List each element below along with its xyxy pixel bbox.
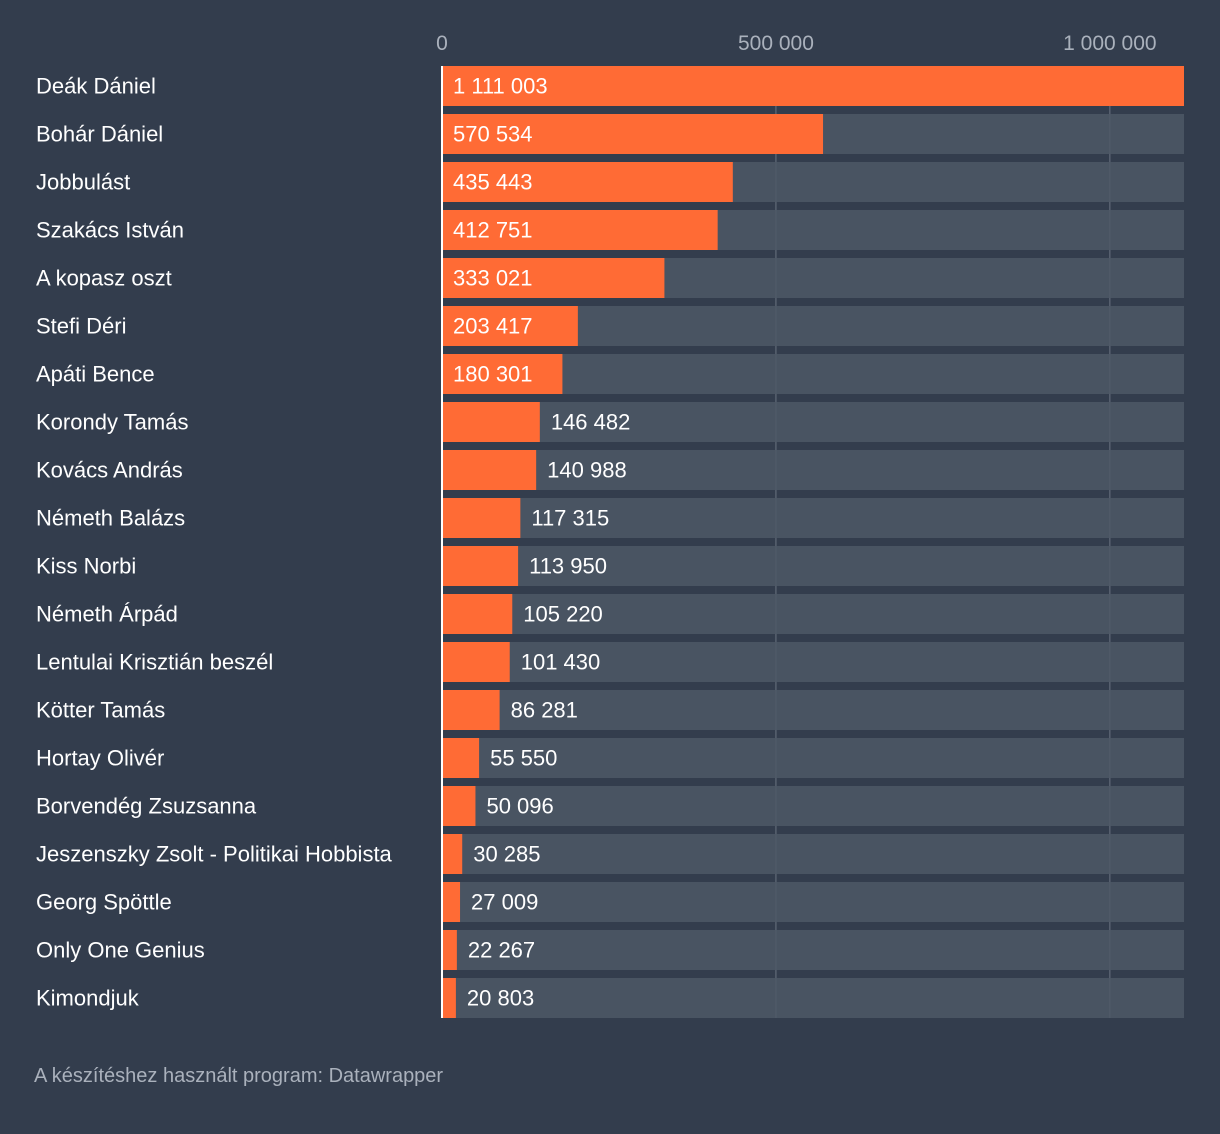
bar (442, 354, 563, 394)
bar-track (442, 882, 1184, 922)
category-label: Kötter Tamás (36, 698, 165, 723)
category-label: Kovács András (36, 458, 183, 483)
value-label: 412 751 (453, 218, 533, 243)
bar-track (442, 546, 1184, 586)
x-tick-label: 1 000 000 (1063, 32, 1156, 55)
category-label: Georg Spöttle (36, 890, 172, 915)
bar (442, 306, 578, 346)
value-label: 1 111 003 (453, 74, 548, 99)
bar-chart: 0 500 000 1 000 000 Deák Dániel 1 111 003 Bo… (36, 32, 1184, 1018)
bar (442, 834, 463, 874)
bar (442, 66, 1184, 106)
bar (442, 594, 513, 634)
value-label: 203 417 (453, 314, 533, 339)
category-label: Korondy Tamás (36, 410, 188, 435)
category-label: Borvendég Zsuzsanna (36, 794, 257, 819)
value-label: 105 220 (523, 602, 603, 627)
category-label: Hortay Olivér (36, 746, 164, 771)
value-label: 27 009 (471, 890, 538, 915)
value-label: 101 430 (521, 650, 601, 675)
value-label: 435 443 (453, 170, 533, 195)
x-tick-label: 0 (436, 32, 448, 55)
value-label: 146 482 (551, 410, 631, 435)
bar (442, 930, 457, 970)
bar-track (442, 594, 1184, 634)
bar (442, 738, 480, 778)
bar (442, 210, 718, 250)
value-label: 55 550 (490, 746, 557, 771)
bar-track (442, 354, 1184, 394)
category-label: Jeszenszky Zsolt - Politikai Hobbista (36, 842, 393, 867)
bar (442, 978, 456, 1018)
bar-rows: Deák Dániel 1 111 003 Bohár Dániel 570 534 J… (36, 66, 1184, 1018)
bar (442, 258, 665, 298)
bar-track (442, 690, 1184, 730)
bar-track (442, 834, 1184, 874)
value-label: 140 988 (547, 458, 627, 483)
bar-track (442, 450, 1184, 490)
category-label: Stefi Déri (36, 314, 126, 339)
bar-track (442, 930, 1184, 970)
category-label: Deák Dániel (36, 74, 156, 99)
bar-track (442, 642, 1184, 682)
bar (442, 498, 521, 538)
category-label: A kopasz oszt (36, 266, 172, 291)
category-label: Lentulai Krisztián beszél (36, 650, 273, 675)
bar (442, 162, 733, 202)
value-label: 20 803 (467, 986, 534, 1011)
gridlines (775, 66, 1111, 1018)
bar (442, 786, 476, 826)
bar (442, 114, 824, 154)
category-label: Kimondjuk (36, 986, 140, 1011)
value-label: 30 285 (473, 842, 540, 867)
bar (442, 546, 519, 586)
bar (442, 450, 537, 490)
category-label: Jobbulást (36, 170, 130, 195)
category-label: Kiss Norbi (36, 554, 136, 579)
bar (442, 642, 510, 682)
x-tick-label: 500 000 (738, 32, 814, 55)
category-label: Németh Balázs (36, 506, 185, 531)
bar-track (442, 738, 1184, 778)
value-label: 50 096 (486, 794, 553, 819)
value-label: 22 267 (468, 938, 535, 963)
value-label: 117 315 (531, 506, 609, 531)
bar-track (442, 786, 1184, 826)
value-label: 113 950 (529, 554, 607, 579)
category-label: Only One Genius (36, 938, 205, 963)
bar-track (442, 498, 1184, 538)
value-label: 333 021 (453, 266, 533, 291)
value-label: 86 281 (511, 698, 578, 723)
bar (442, 690, 500, 730)
footer-note: A készítéshez használt program: Datawrap… (34, 1065, 444, 1087)
category-label: Bohár Dániel (36, 122, 163, 147)
bar-track (442, 402, 1184, 442)
category-label: Németh Árpád (36, 602, 178, 627)
value-label: 180 301 (453, 362, 533, 387)
value-label: 570 534 (453, 122, 533, 147)
bar-track (442, 978, 1184, 1018)
category-label: Apáti Bence (36, 362, 155, 387)
x-axis-tick-labels: 0 500 000 1 000 000 (436, 32, 1156, 55)
bar (442, 402, 540, 442)
category-label: Szakács István (36, 218, 184, 243)
bar (442, 882, 461, 922)
